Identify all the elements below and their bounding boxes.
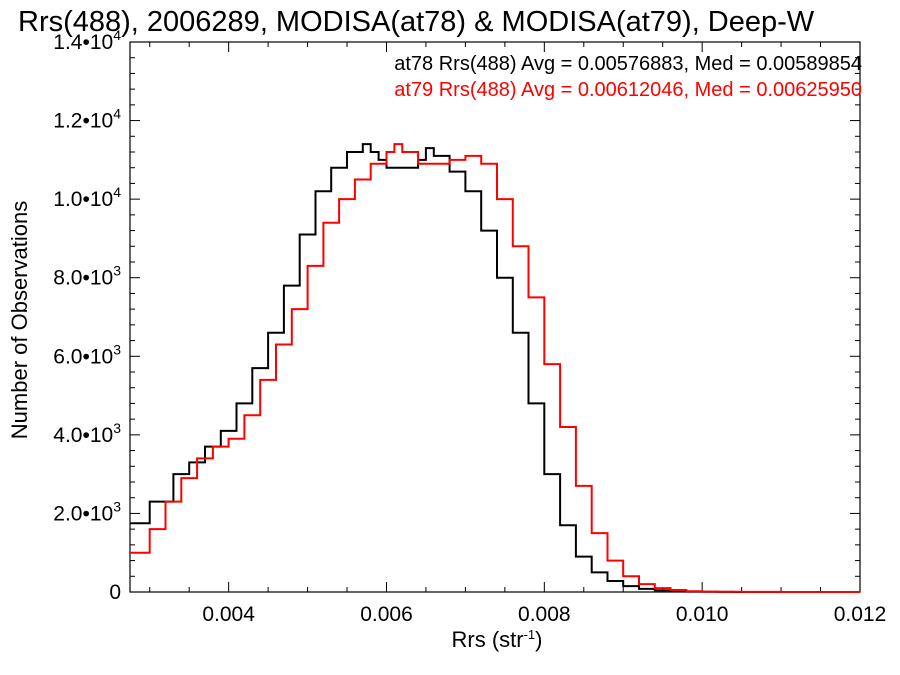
annotation-group: at78 Rrs(488) Avg = 0.00576883, Med = 0.… [394, 53, 862, 101]
y-tick-label: 2.0•103 [53, 498, 121, 525]
y-tick-label: 0 [109, 581, 121, 604]
plot-frame [129, 41, 861, 593]
y-axis-label: Number of Observations [7, 201, 32, 439]
y-tick-label: 8.0•103 [53, 263, 121, 290]
x-tick-label: 0.004 [202, 603, 255, 626]
annotation-0: at78 Rrs(488) Avg = 0.00576883, Med = 0.… [394, 53, 862, 75]
y-tick-label: 1.4•104 [53, 27, 121, 54]
x-tick-label: 0.006 [360, 603, 413, 626]
series-0-line [130, 143, 860, 593]
x-tick-labels: 0.004 0.006 0.008 0.010 0.012 [202, 603, 886, 626]
chart-title: Rrs(488), 2006289, MODISA(at78) & MODISA… [18, 6, 815, 38]
x-tick-label: 0.012 [834, 603, 887, 626]
series-1-line [130, 143, 860, 593]
y-tick-label: 4.0•103 [53, 420, 121, 447]
y-tick-labels: 0 2.0•103 4.0•103 6.0•103 8.0•103 1.0•104 1.2•… [53, 27, 121, 604]
plot-area [129, 41, 861, 593]
annotation-1: at79 Rrs(488) Avg = 0.00612046, Med = 0.… [394, 79, 862, 101]
x-tick-label: 0.008 [518, 603, 571, 626]
x-tick-label: 0.010 [676, 603, 729, 626]
y-tick-label: 1.2•104 [53, 106, 121, 133]
y-tick-label: 1.0•104 [53, 184, 121, 211]
series-group [130, 143, 860, 593]
y-tick-label: 6.0•103 [53, 341, 121, 368]
